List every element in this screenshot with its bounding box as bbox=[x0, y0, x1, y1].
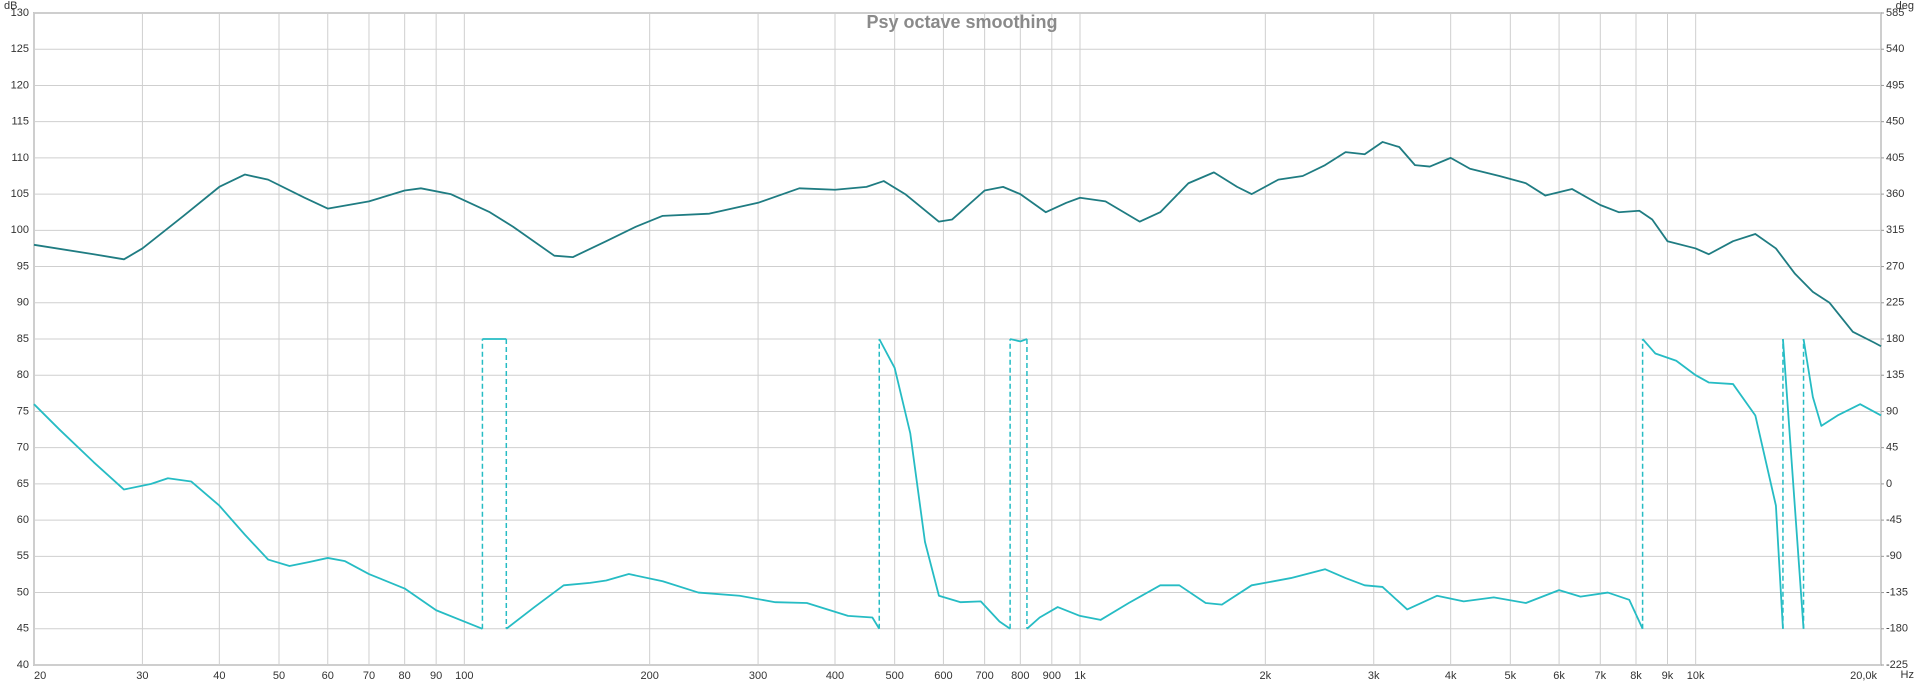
y-tick-label: 85 bbox=[17, 333, 29, 345]
y2-tick-label: -45 bbox=[1886, 514, 1902, 526]
x-tick-label: 300 bbox=[749, 670, 767, 682]
x-tick-label: 20 bbox=[34, 670, 46, 682]
x-tick-label: 80 bbox=[399, 670, 411, 682]
x-tick-label: 500 bbox=[885, 670, 903, 682]
y2-tick-label: 225 bbox=[1886, 297, 1904, 309]
x-tick-label: 3k bbox=[1368, 670, 1380, 682]
y-tick-label: 45 bbox=[17, 623, 29, 635]
x-tick-label: 2k bbox=[1260, 670, 1272, 682]
y2-tick-label: -90 bbox=[1886, 550, 1902, 562]
x-tick-label: 60 bbox=[322, 670, 334, 682]
y-axis-label: dB bbox=[4, 0, 17, 12]
x-tick-label: 10k bbox=[1687, 670, 1705, 682]
x-tick-label: 600 bbox=[934, 670, 952, 682]
y2-tick-label: 495 bbox=[1886, 79, 1904, 91]
y-tick-label: 80 bbox=[17, 369, 29, 381]
x-unit-label: Hz bbox=[1901, 669, 1914, 681]
y2-tick-label: -225 bbox=[1886, 659, 1908, 671]
y-tick-label: 130 bbox=[11, 7, 29, 19]
y2-axis-label: deg bbox=[1896, 0, 1914, 12]
y-tick-label: 65 bbox=[17, 478, 29, 490]
y2-tick-label: 90 bbox=[1886, 405, 1898, 417]
x-tick-label: 70 bbox=[363, 670, 375, 682]
y-tick-label: 105 bbox=[11, 188, 29, 200]
x-tick-label: 50 bbox=[273, 670, 285, 682]
y2-tick-label: 540 bbox=[1886, 43, 1904, 55]
y-tick-label: 40 bbox=[17, 659, 29, 671]
y-tick-label: 70 bbox=[17, 442, 29, 454]
y-tick-label: 55 bbox=[17, 550, 29, 562]
chart-title: Psy octave smoothing bbox=[866, 12, 1057, 32]
x-tick-label: 8k bbox=[1630, 670, 1642, 682]
y2-tick-label: -135 bbox=[1886, 586, 1908, 598]
y2-tick-label: 270 bbox=[1886, 260, 1904, 272]
y2-tick-label: 315 bbox=[1886, 224, 1904, 236]
series-line bbox=[33, 141, 1882, 348]
y-tick-label: 125 bbox=[11, 43, 29, 55]
y-tick-label: 50 bbox=[17, 586, 29, 598]
x-tick-label: 100 bbox=[455, 670, 473, 682]
x-tick-label: 30 bbox=[136, 670, 148, 682]
y-tick-label: 60 bbox=[17, 514, 29, 526]
x-tick-label: 90 bbox=[430, 670, 442, 682]
y-tick-label: 95 bbox=[17, 260, 29, 272]
x-tick-label: 9k bbox=[1662, 670, 1674, 682]
y2-tick-label: 135 bbox=[1886, 369, 1904, 381]
y2-tick-label: 0 bbox=[1886, 478, 1892, 490]
x-tick-label: 700 bbox=[975, 670, 993, 682]
x-tick-label: 1k bbox=[1074, 670, 1086, 682]
x-tick-label: 4k bbox=[1445, 670, 1457, 682]
y2-tick-label: 360 bbox=[1886, 188, 1904, 200]
y-tick-label: 110 bbox=[11, 152, 29, 164]
x-tick-label: 400 bbox=[826, 670, 844, 682]
x-tick-label: 200 bbox=[640, 670, 658, 682]
x-tick-label: 20,0k bbox=[1850, 670, 1877, 682]
y-tick-label: 120 bbox=[11, 79, 29, 91]
y-tick-label: 90 bbox=[17, 297, 29, 309]
y-tick-label: 100 bbox=[11, 224, 29, 236]
x-tick-label: 900 bbox=[1043, 670, 1061, 682]
y2-tick-label: 45 bbox=[1886, 442, 1898, 454]
y2-tick-label: 585 bbox=[1886, 7, 1904, 19]
y2-tick-label: 180 bbox=[1886, 333, 1904, 345]
x-tick-label: 5k bbox=[1505, 670, 1517, 682]
y-tick-label: 115 bbox=[11, 116, 29, 128]
y2-tick-label: 405 bbox=[1886, 152, 1904, 164]
y2-tick-label: 450 bbox=[1886, 116, 1904, 128]
x-tick-label: 40 bbox=[213, 670, 225, 682]
x-tick-label: 6k bbox=[1553, 670, 1565, 682]
y2-tick-label: -180 bbox=[1886, 623, 1908, 635]
x-tick-label: 800 bbox=[1011, 670, 1029, 682]
y-tick-label: 75 bbox=[17, 405, 29, 417]
x-tick-label: 7k bbox=[1594, 670, 1606, 682]
series-line bbox=[33, 338, 1882, 630]
